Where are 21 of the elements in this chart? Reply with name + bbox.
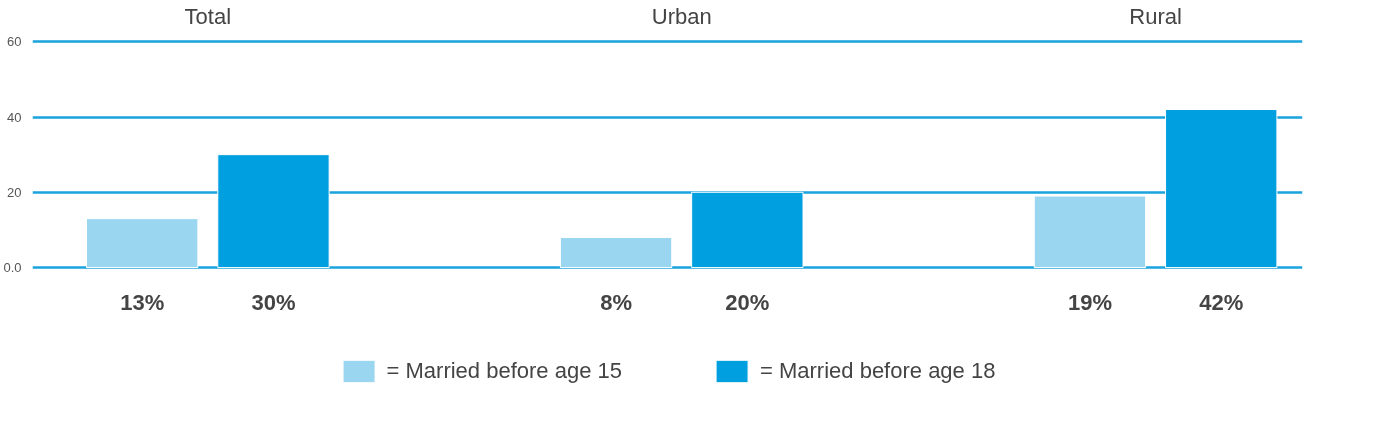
legend-label: = Married before age 18 [760, 358, 996, 384]
bar [86, 218, 199, 269]
bar [217, 154, 330, 269]
data-label: 13% [120, 289, 165, 315]
y-tick-label: 40 [7, 109, 22, 125]
y-tick-label: 0.0 [3, 260, 22, 276]
x-tick-label: Rural [1129, 3, 1182, 29]
y-tick-label: 20 [7, 184, 22, 200]
x-tick-label: Total [184, 3, 232, 29]
data-label: 19% [1067, 289, 1112, 315]
y-tick-label: 60 [7, 34, 22, 50]
data-label: 42% [1199, 289, 1244, 315]
bar [559, 236, 673, 269]
data-label: 30% [251, 289, 296, 315]
legend-label: = Married before age 15 [386, 358, 622, 384]
bar [1165, 109, 1278, 269]
bar [691, 191, 804, 269]
data-label: 20% [725, 289, 770, 315]
data-label: 8% [600, 289, 632, 315]
bar [1033, 195, 1147, 269]
x-tick-label: Urban [651, 3, 712, 29]
